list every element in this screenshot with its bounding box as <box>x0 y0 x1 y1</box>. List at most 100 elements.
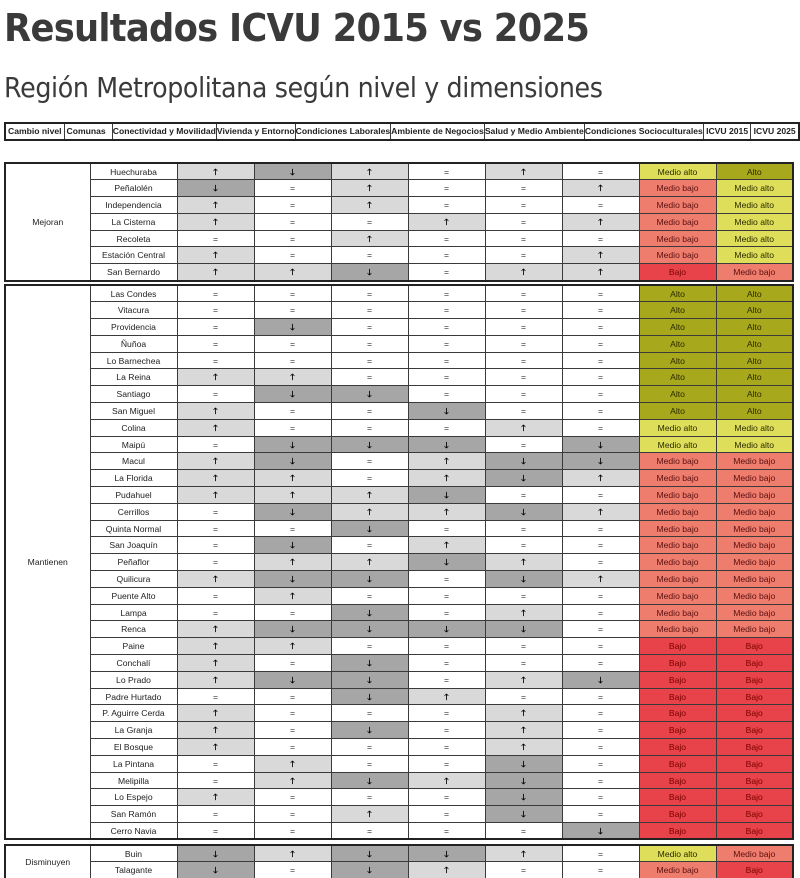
comuna-name: Puente Alto <box>89 586 178 605</box>
socioculturales-cell arrow-down-icon: 🡓 <box>561 670 640 689</box>
header-salud: Salud y Medio Ambiente <box>483 122 585 141</box>
conectividad-cell arrow-up-icon: 🡑 <box>176 263 255 282</box>
icvu-2025-cell: Alto <box>715 334 794 353</box>
icvu-2025-cell: Medio bajo <box>715 620 794 639</box>
icvu-2015-cell: Bajo <box>638 822 717 840</box>
salud-cell equal-icon: = <box>484 654 563 672</box>
icvu-2015-cell: Medio bajo <box>638 620 717 639</box>
socioculturales-cell equal-icon: = <box>561 385 640 404</box>
socioculturales-cell equal-icon: = <box>561 687 640 706</box>
vivienda-cell arrow-down-icon: 🡓 <box>253 318 332 336</box>
table-header: Cambio nivel Comunas Conectividad y Movi… <box>4 122 800 141</box>
socioculturales-cell equal-icon: = <box>561 738 640 756</box>
condiciones-laborales-cell arrow-down-icon: 🡓 <box>330 620 409 639</box>
comuna-name: Lampa <box>89 603 178 622</box>
condiciones-laborales-cell equal-icon: = <box>330 318 409 336</box>
conectividad-cell equal-icon: = <box>176 771 255 790</box>
socioculturales-cell equal-icon: = <box>561 301 640 320</box>
condiciones-laborales-cell arrow-up-icon: 🡑 <box>330 179 409 198</box>
table-row: Recoleta = = 🡑 = = = Medio bajo Medio alto <box>5 229 794 248</box>
icvu-2015-cell: Medio bajo <box>638 553 717 572</box>
conectividad-cell arrow-up-icon: 🡑 <box>176 246 255 265</box>
icvu-2015-cell: Alto <box>638 301 717 320</box>
icvu-2025-cell: Medio bajo <box>715 536 794 555</box>
ambiente-negocios-cell equal-icon: = <box>407 654 486 672</box>
comuna-name: Melipilla <box>89 771 178 790</box>
vivienda-cell equal-icon: = <box>253 246 332 265</box>
socioculturales-cell equal-icon: = <box>561 805 640 823</box>
icvu-2015-cell: Bajo <box>638 721 717 740</box>
comuna-name: Cerro Navia <box>89 822 178 840</box>
conectividad-cell arrow-up-icon: 🡑 <box>176 670 255 689</box>
vivienda-cell arrow-up-icon: 🡑 <box>253 469 332 488</box>
ambiente-negocios-cell equal-icon: = <box>407 162 486 181</box>
ambiente-negocios-cell equal-icon: = <box>407 637 486 656</box>
condiciones-laborales-cell arrow-down-icon: 🡓 <box>330 570 409 588</box>
salud-cell arrow-down-icon: 🡓 <box>484 805 563 823</box>
icvu-2015-cell: Medio bajo <box>638 603 717 622</box>
icvu-2025-cell: Medio bajo <box>715 469 794 488</box>
icvu-2015-cell: Alto <box>638 318 717 336</box>
socioculturales-cell arrow-up-icon: 🡑 <box>561 502 640 521</box>
icvu-2025-cell: Medio bajo <box>715 502 794 521</box>
table-row: Mantienen Las Condes = = = = = = Alto Alto <box>4 284 794 840</box>
condiciones-laborales-cell arrow-down-icon: 🡓 <box>330 771 409 790</box>
icvu-2025-cell: Medio alto <box>715 435 794 454</box>
ambiente-negocios-cell arrow-up-icon: 🡑 <box>407 452 486 471</box>
icvu-2025-cell: Alto <box>715 284 794 303</box>
vivienda-cell arrow-down-icon: 🡓 <box>253 536 332 555</box>
group-label: Mantienen <box>4 284 91 840</box>
conectividad-cell arrow-down-icon: 🡓 <box>176 861 255 878</box>
vivienda-cell arrow-down-icon: 🡓 <box>253 670 332 689</box>
condiciones-laborales-cell arrow-up-icon: 🡑 <box>330 486 409 504</box>
conectividad-cell equal-icon: = <box>176 435 255 454</box>
salud-cell arrow-up-icon: 🡑 <box>484 670 563 689</box>
comuna-name: Independencia <box>89 196 178 214</box>
icvu-2015-cell: Bajo <box>638 805 717 823</box>
condiciones-laborales-cell equal-icon: = <box>330 754 409 773</box>
table-row: P. Aguirre Cerda 🡑 = = = 🡑 = Bajo Bajo <box>5 704 794 723</box>
socioculturales-cell equal-icon: = <box>561 771 640 790</box>
table-row: Puente Alto = 🡑 = = = = Medio bajo Medio bajo <box>5 586 794 605</box>
condiciones-laborales-cell arrow-down-icon: 🡓 <box>330 721 409 740</box>
icvu-2015-cell: Bajo <box>638 670 717 689</box>
icvu-2025-cell: Alto <box>715 351 794 370</box>
conectividad-cell equal-icon: = <box>176 536 255 555</box>
ambiente-negocios-cell arrow-up-icon: 🡑 <box>407 536 486 555</box>
vivienda-cell equal-icon: = <box>253 301 332 320</box>
comuna-name: Recoleta <box>89 229 178 248</box>
condiciones-laborales-cell arrow-down-icon: 🡓 <box>330 861 409 878</box>
vivienda-cell equal-icon: = <box>253 805 332 823</box>
header-conectividad: Conectividad y Movilidad <box>111 122 217 141</box>
salud-cell arrow-down-icon: 🡓 <box>484 570 563 588</box>
icvu-2025-cell: Medio bajo <box>715 263 794 282</box>
icvu-2025-cell: Bajo <box>715 670 794 689</box>
table-row: Mejoran Huechuraba 🡑 🡓 🡑 = 🡑 = Medio alto Alto <box>4 162 794 282</box>
ambiente-negocios-cell equal-icon: = <box>407 368 486 387</box>
condiciones-laborales-cell equal-icon: = <box>330 246 409 265</box>
salud-cell equal-icon: = <box>484 519 563 538</box>
salud-cell arrow-down-icon: 🡓 <box>484 620 563 639</box>
condiciones-laborales-cell arrow-down-icon: 🡓 <box>330 435 409 454</box>
vivienda-cell equal-icon: = <box>253 704 332 723</box>
comuna-name: Padre Hurtado <box>89 687 178 706</box>
conectividad-cell equal-icon: = <box>176 385 255 404</box>
icvu-2015-cell: Medio bajo <box>638 469 717 488</box>
condiciones-laborales-cell equal-icon: = <box>330 301 409 320</box>
salud-cell equal-icon: = <box>484 861 563 878</box>
socioculturales-cell equal-icon: = <box>561 603 640 622</box>
socioculturales-cell equal-icon: = <box>561 402 640 420</box>
icvu-2015-cell: Medio alto <box>638 418 717 437</box>
ambiente-negocios-cell equal-icon: = <box>407 822 486 840</box>
vivienda-cell arrow-up-icon: 🡑 <box>253 844 332 863</box>
condiciones-laborales-cell equal-icon: = <box>330 536 409 555</box>
table-row: La Pintana = 🡑 = = 🡓 = Bajo Bajo <box>5 754 794 773</box>
salud-cell equal-icon: = <box>484 246 563 265</box>
condiciones-laborales-cell equal-icon: = <box>330 452 409 471</box>
ambiente-negocios-cell arrow-up-icon: 🡑 <box>407 502 486 521</box>
comuna-name: Las Condes <box>89 284 178 303</box>
salud-cell equal-icon: = <box>484 179 563 198</box>
condiciones-laborales-cell equal-icon: = <box>330 402 409 420</box>
socioculturales-cell arrow-down-icon: 🡓 <box>561 435 640 454</box>
comuna-name: San Ramón <box>89 805 178 823</box>
